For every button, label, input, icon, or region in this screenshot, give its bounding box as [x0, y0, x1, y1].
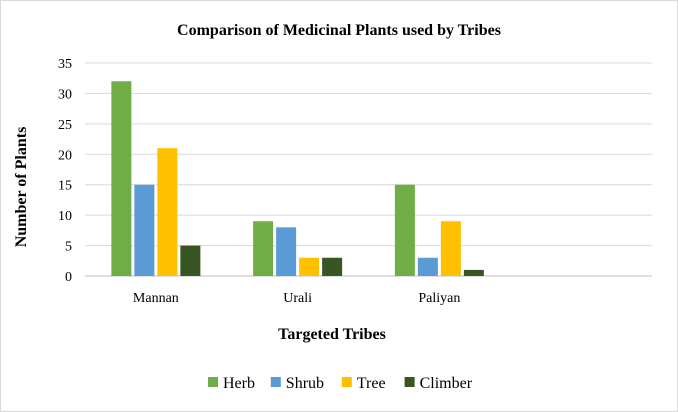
bar-herb-paliyan: [394, 184, 415, 276]
bars: [111, 81, 484, 276]
bar-climber-paliyan: [463, 269, 484, 276]
y-tick-label: 35: [58, 57, 72, 72]
bar-climber-mannan: [180, 245, 201, 276]
legend-label: Herb: [223, 375, 255, 392]
legend-swatch: [208, 377, 218, 387]
gridlines: [85, 62, 652, 277]
bar-tree-paliyan: [440, 221, 461, 276]
bar-climber-urali: [322, 257, 343, 276]
x-tick-label: Paliyan: [418, 291, 460, 306]
legend-label: Tree: [357, 375, 386, 392]
chart-title: Comparison of Medicinal Plants used by T…: [177, 22, 501, 39]
legend: Herb Shrub Tree Climber: [208, 375, 473, 392]
bar-shrub-mannan: [134, 184, 155, 276]
y-tick-label: 25: [58, 118, 72, 133]
legend-swatch: [404, 377, 415, 387]
bar-shrub-paliyan: [417, 257, 438, 276]
y-axis-ticks: 0 5 10 15 20 25 30 35: [58, 57, 72, 285]
y-tick-label: 15: [58, 179, 72, 194]
x-axis-ticks: Mannan Urali Paliyan: [133, 291, 460, 306]
y-tick-label: 0: [65, 270, 72, 285]
y-axis-title: Number of Plants: [13, 127, 30, 248]
legend-item-herb: Herb: [208, 375, 255, 392]
legend-swatch: [341, 377, 352, 387]
x-axis-title: Targeted Tribes: [278, 326, 386, 343]
x-tick-label: Mannan: [133, 291, 179, 306]
bar-shrub-urali: [276, 227, 297, 276]
legend-item-shrub: Shrub: [270, 375, 324, 392]
legend-item-climber: Climber: [404, 375, 473, 392]
bar-herb-mannan: [111, 81, 132, 276]
legend-label: Shrub: [286, 375, 324, 392]
y-tick-label: 5: [65, 240, 72, 255]
y-tick-label: 20: [58, 148, 72, 163]
bar-tree-urali: [299, 257, 320, 276]
legend-item-tree: Tree: [341, 375, 386, 392]
bar-herb-urali: [253, 221, 274, 276]
legend-swatch: [270, 377, 281, 387]
x-tick-label: Urali: [283, 291, 312, 306]
y-tick-label: 30: [58, 87, 72, 102]
legend-label: Climber: [420, 375, 473, 392]
y-tick-label: 10: [58, 209, 72, 224]
bar-tree-mannan: [157, 148, 178, 276]
